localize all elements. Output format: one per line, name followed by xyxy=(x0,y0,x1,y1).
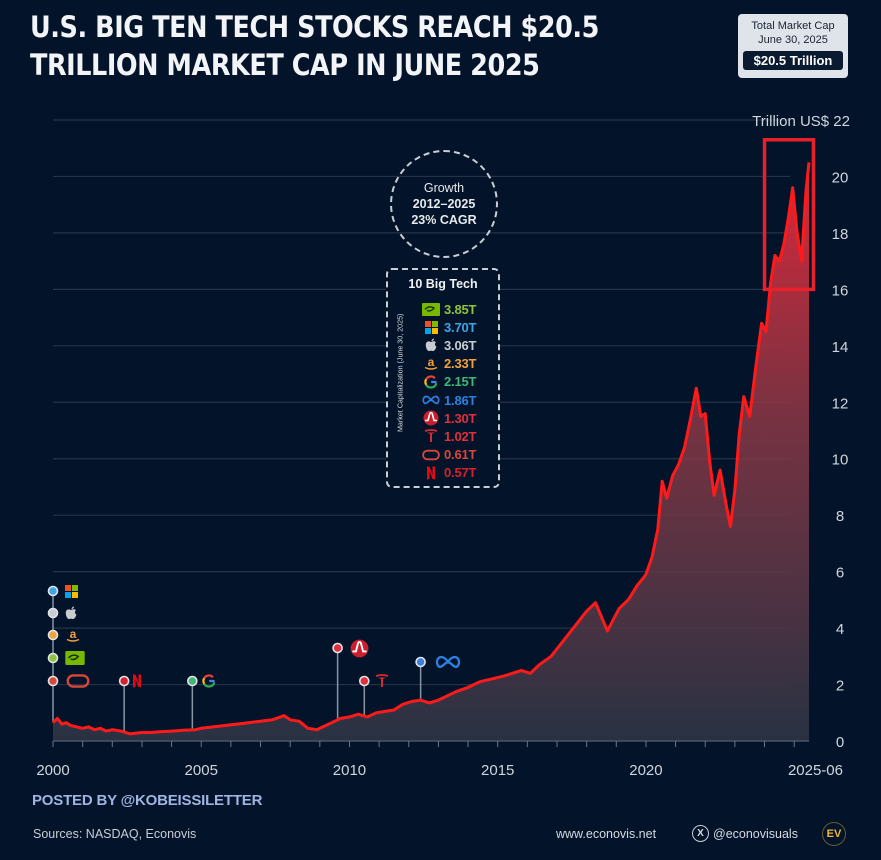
marker-dot-tesla xyxy=(358,675,370,687)
y-tick-label: 4 xyxy=(836,621,844,638)
total-market-cap-box: Total Market Cap June 30, 2025 $20.5 Tri… xyxy=(738,14,848,78)
y-tick-label: 12 xyxy=(832,395,849,412)
legend-value: 1.86T xyxy=(444,392,477,408)
marker-dot-meta xyxy=(415,656,426,668)
marker-dot-microsoft xyxy=(47,585,59,597)
broadcom-icon xyxy=(350,639,369,657)
oracle-icon xyxy=(422,448,440,462)
microsoft-icon xyxy=(65,582,78,600)
microsoft-icon xyxy=(422,320,440,334)
legend-item-amazon: a 2.33T xyxy=(422,355,476,373)
legend-item-apple: 3.06T xyxy=(422,336,476,354)
amazon-icon: a xyxy=(422,356,440,371)
svg-text:a: a xyxy=(428,356,435,369)
legend-item-alphabet: 2.15T xyxy=(422,373,476,391)
posted-by: POSTED BY @KOBEISSILETTER xyxy=(32,792,263,809)
x-tick-label: 2000 xyxy=(36,762,69,779)
google-icon xyxy=(422,375,440,389)
legend-item-meta: 1.86T xyxy=(422,391,476,409)
nvidia-icon xyxy=(65,649,85,667)
legend-item-broadcom: 1.30T xyxy=(422,409,476,427)
marker-dot-netflix xyxy=(118,675,130,687)
x-tick-label: 2025-06 xyxy=(788,762,843,779)
sources-note: Sources: NASDAQ, Econovis xyxy=(33,827,197,841)
amazon-icon: a xyxy=(65,626,81,644)
legend-value: 3.85T xyxy=(444,301,477,317)
company-entry-markers xyxy=(47,585,426,733)
y-tick-label: 8 xyxy=(836,508,844,525)
y-tick-label: 18 xyxy=(832,226,849,243)
y-axis: 0 2 4 6 8 10 12 14 16 18 20 Trillion US$ 22 xyxy=(752,113,850,751)
chart-title-line1: U.S. BIG TEN TECH STOCKS REACH $20.5 xyxy=(30,10,600,44)
legend-item-netflix: 0.57T xyxy=(422,464,476,482)
marker-dot-amazon xyxy=(47,629,59,641)
x-icon: X xyxy=(692,825,709,842)
marker-dot-nvidia xyxy=(47,652,59,664)
market-cap-label-line2: June 30, 2025 xyxy=(758,34,828,46)
x-axis: 2000 2005 2010 2015 2020 2025-06 xyxy=(36,740,843,779)
legend-item-nvidia: 3.85T xyxy=(422,300,476,318)
y-tick-label: 10 xyxy=(832,452,849,469)
growth-label: Growth xyxy=(423,181,465,195)
econovis-logo: EV xyxy=(822,822,846,846)
netflix-icon xyxy=(132,672,142,690)
market-cap-area xyxy=(53,162,809,742)
chart-title-line2: TRILLION MARKET CAP IN JUNE 2025 xyxy=(30,48,540,82)
market-cap-label-line1: Total Market Cap xyxy=(751,20,835,32)
apple-icon xyxy=(65,604,77,622)
nvidia-icon xyxy=(422,302,440,316)
google-icon xyxy=(202,672,216,690)
market-cap-line xyxy=(51,162,811,736)
legend-value: 2.15T xyxy=(444,374,477,390)
website-link[interactable]: www.econovis.net xyxy=(556,827,657,841)
legend-value: 3.70T xyxy=(444,319,477,335)
svg-text:a: a xyxy=(70,628,77,641)
y-tick-label: 0 xyxy=(836,734,844,751)
tesla-icon xyxy=(375,672,389,690)
legend-item-microsoft: 3.70T xyxy=(422,318,476,336)
marker-dot-apple xyxy=(47,607,59,619)
x-tick-label: 2005 xyxy=(185,762,218,779)
oracle-icon xyxy=(66,672,90,690)
broadcom-icon xyxy=(422,410,440,426)
social-handle[interactable]: @econovisuals xyxy=(713,827,798,841)
y-tick-label: 20 xyxy=(832,169,849,186)
legend-item-oracle: 0.61T xyxy=(422,446,476,464)
tesla-icon xyxy=(422,429,440,443)
growth-cagr: 23% CAGR xyxy=(411,213,477,227)
market-cap-value: $20.5 Trillion xyxy=(743,51,843,70)
big-tech-legend: 10 Big Tech Market Capitalization (June … xyxy=(386,268,500,488)
marker-dot-broadcom xyxy=(332,642,343,654)
marker-dot-oracle xyxy=(47,675,59,687)
y-tick-label: 16 xyxy=(832,282,849,299)
y-tick-label: Trillion US$ 22 xyxy=(752,113,850,130)
x-tick-label: 2020 xyxy=(629,762,662,779)
y-tick-label: 14 xyxy=(832,339,849,356)
highlight-box xyxy=(762,138,816,292)
legend-value: 1.02T xyxy=(444,428,477,444)
marker-dot-alphabet xyxy=(187,675,198,687)
legend-title: 10 Big Tech xyxy=(408,277,478,291)
y-tick-label: 2 xyxy=(836,678,844,695)
netflix-icon xyxy=(422,466,440,480)
legend-item-tesla: 1.02T xyxy=(422,427,476,445)
legend-value: 1.30T xyxy=(444,410,477,426)
growth-period: 2012–2025 xyxy=(412,197,476,211)
apple-icon xyxy=(422,338,440,352)
y-tick-label: 6 xyxy=(836,565,844,582)
growth-cagr-badge: Growth 2012–2025 23% CAGR xyxy=(390,150,498,258)
legend-value: 0.61T xyxy=(444,447,477,463)
meta-icon xyxy=(435,653,461,671)
legend-value: 0.57T xyxy=(444,465,477,481)
chart-title: U.S. BIG TEN TECH STOCKS REACH $20.5 TRI… xyxy=(30,8,599,84)
x-tick-label: 2015 xyxy=(481,762,514,779)
x-tick-label: 2010 xyxy=(333,762,366,779)
legend-value: 3.06T xyxy=(444,337,477,353)
legend-value: 2.33T xyxy=(444,356,477,372)
legend-side-label: Market Capitalization (June 30, 2025) xyxy=(395,313,405,432)
meta-icon xyxy=(422,393,440,407)
